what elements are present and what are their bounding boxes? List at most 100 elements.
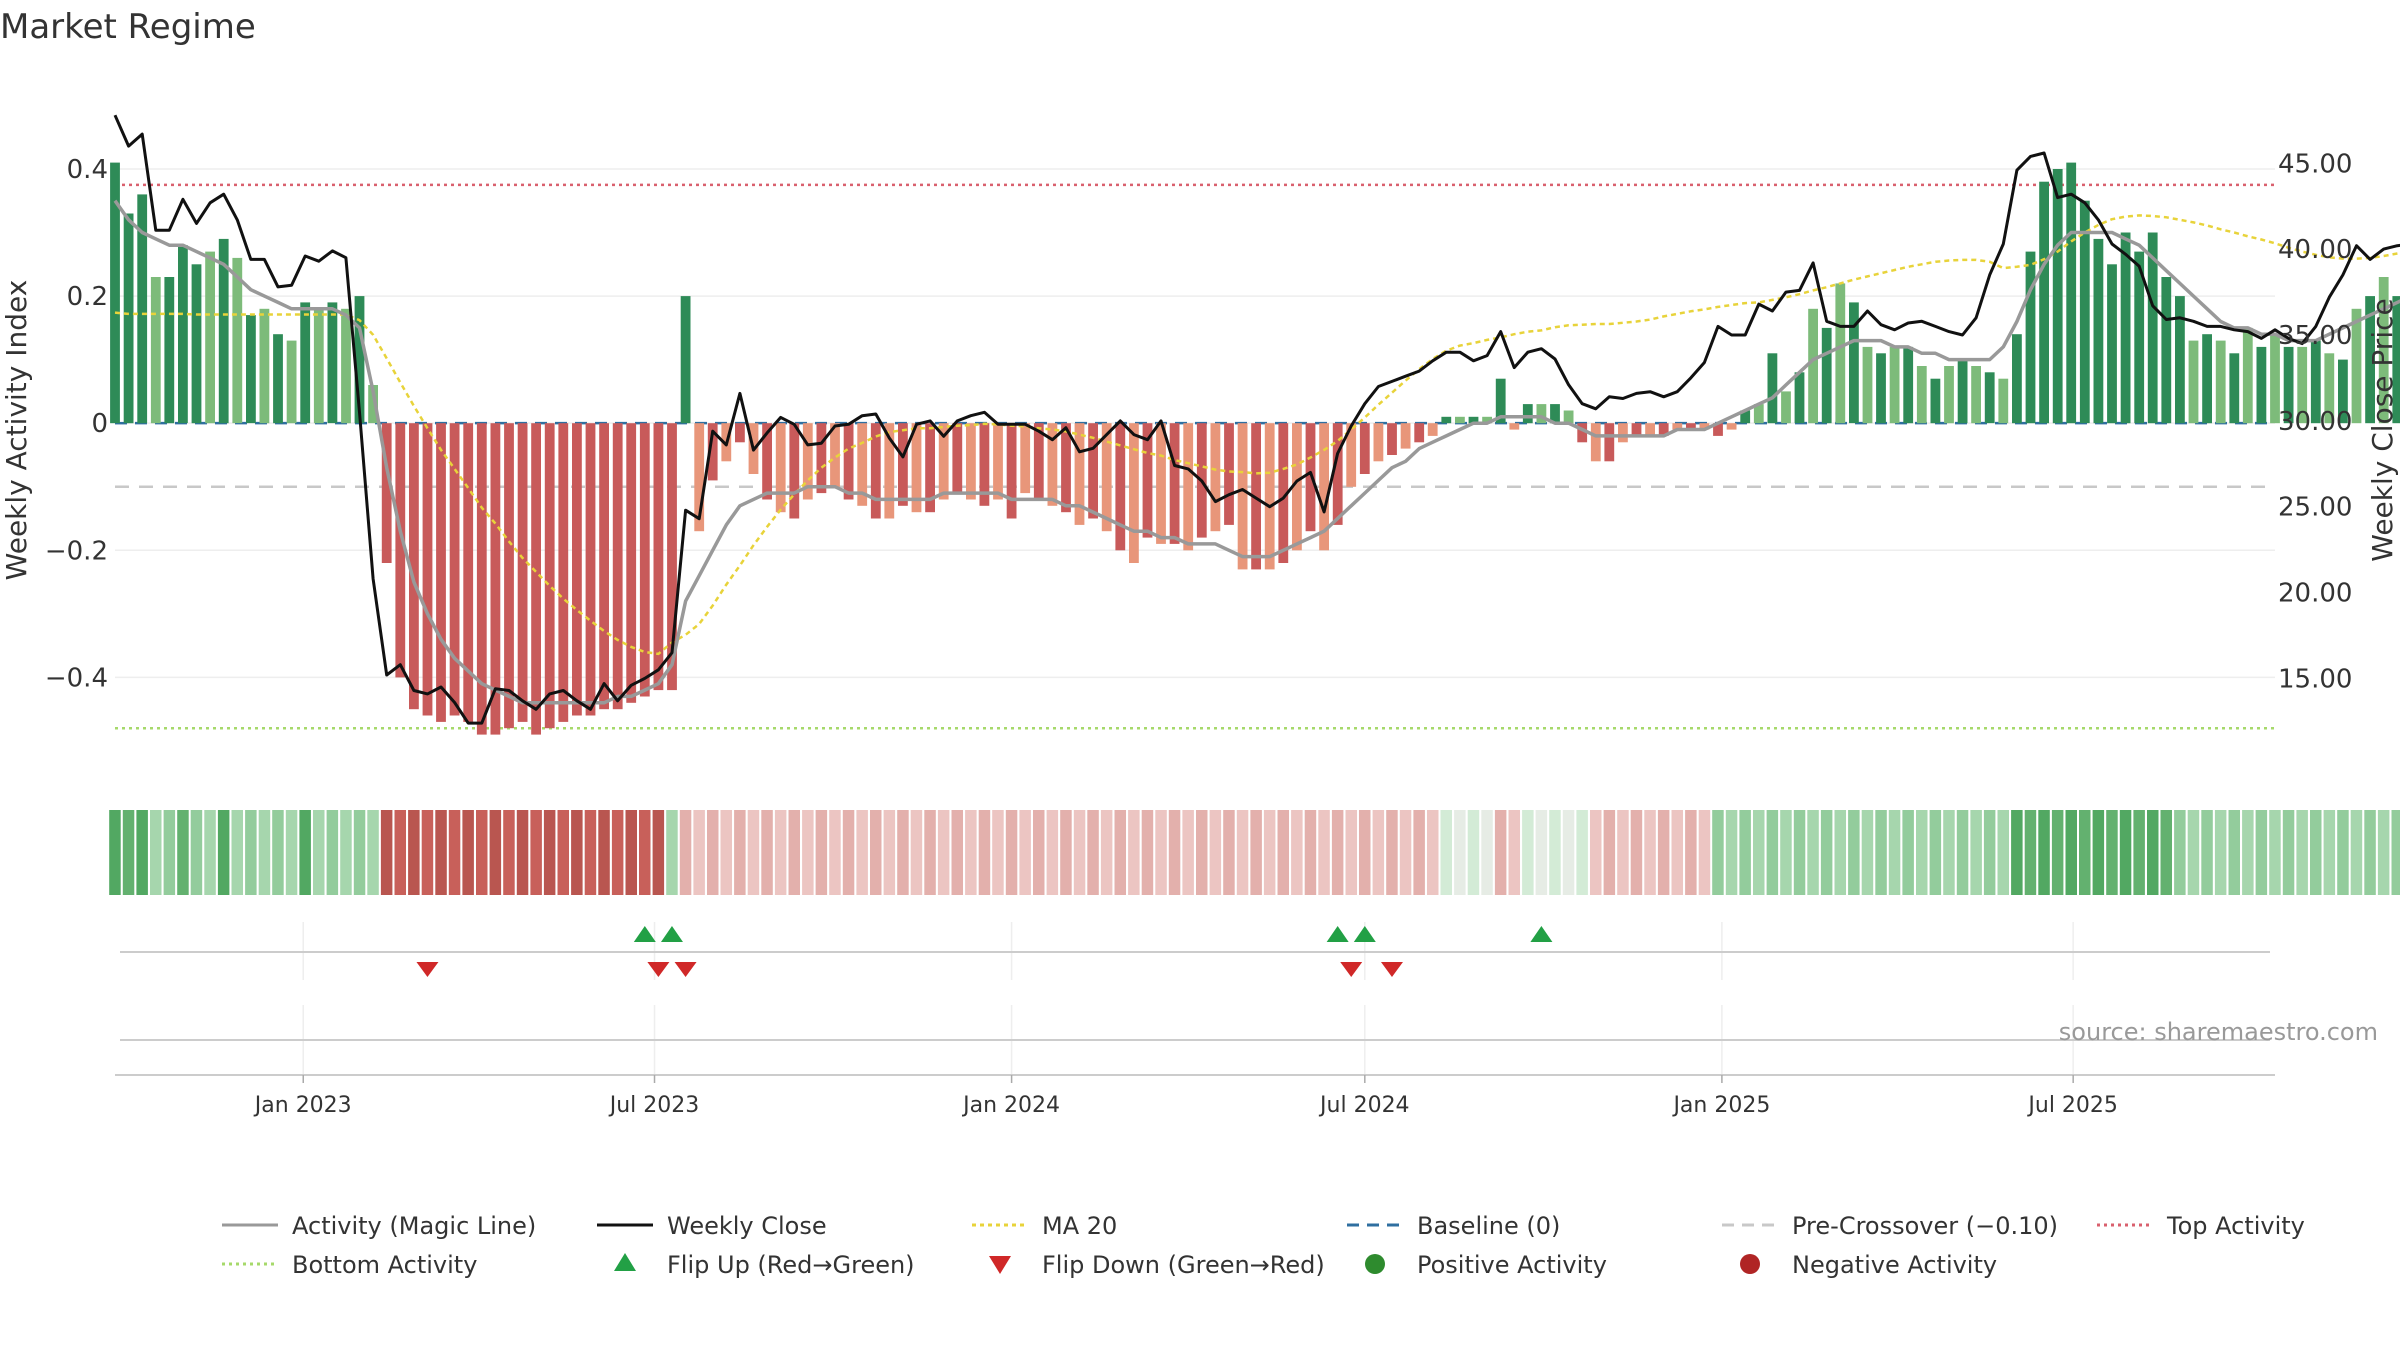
regime-cell bbox=[191, 810, 203, 895]
activity-bar bbox=[1645, 423, 1655, 436]
regime-cell bbox=[1875, 810, 1887, 895]
regime-cell bbox=[1250, 810, 1262, 895]
regime-cell bbox=[544, 810, 556, 895]
regime-cell bbox=[218, 810, 230, 895]
regime-cell bbox=[2201, 810, 2213, 895]
lower-panel bbox=[120, 1005, 2270, 1075]
activity-bar bbox=[817, 423, 827, 493]
activity-bar bbox=[1931, 379, 1941, 424]
activity-bar bbox=[1727, 423, 1737, 429]
regime-cell bbox=[395, 810, 407, 895]
activity-bar bbox=[2121, 233, 2131, 424]
activity-bar bbox=[654, 423, 664, 690]
regime-cell bbox=[2066, 810, 2078, 895]
regime-cell bbox=[164, 810, 176, 895]
activity-bar bbox=[2189, 341, 2199, 424]
regime-cell bbox=[449, 810, 461, 895]
regime-cell bbox=[734, 810, 746, 895]
regime-cell bbox=[1006, 810, 1018, 895]
regime-cell bbox=[204, 810, 216, 895]
regime-cell bbox=[1576, 810, 1588, 895]
regime-cell bbox=[829, 810, 841, 895]
flip-down-marker bbox=[675, 962, 697, 977]
x-tick-label: Jul 2024 bbox=[1318, 1093, 1410, 1118]
activity-bar bbox=[1971, 366, 1981, 423]
regime-cell bbox=[626, 810, 638, 895]
activity-bar bbox=[1958, 360, 1968, 424]
activity-bar bbox=[1795, 372, 1805, 423]
activity-bar bbox=[1808, 309, 1818, 423]
regime-cell bbox=[259, 810, 271, 895]
regime-cell bbox=[354, 810, 366, 895]
y-tick-label: 0.4 bbox=[67, 155, 108, 185]
regime-cell bbox=[1359, 810, 1371, 895]
legend-swatch bbox=[614, 1253, 636, 1271]
regime-cell bbox=[1291, 810, 1303, 895]
activity-bar bbox=[1374, 423, 1384, 461]
regime-cell bbox=[1509, 810, 1521, 895]
activity-bar bbox=[776, 423, 786, 512]
regime-cell bbox=[1780, 810, 1792, 895]
regime-cell bbox=[775, 810, 787, 895]
regime-cell bbox=[558, 810, 570, 895]
regime-cell bbox=[2093, 810, 2105, 895]
regime-cell bbox=[2364, 810, 2376, 895]
activity-bar bbox=[1129, 423, 1139, 563]
activity-bar bbox=[1401, 423, 1411, 448]
activity-bar bbox=[1211, 423, 1221, 531]
regime-cell bbox=[612, 810, 624, 895]
regime-cell bbox=[897, 810, 909, 895]
activity-bar bbox=[681, 296, 691, 423]
regime-cell bbox=[1794, 810, 1806, 895]
regime-cell bbox=[979, 810, 991, 895]
regime-cell bbox=[2324, 810, 2336, 895]
y2-tick-label: 20.00 bbox=[2278, 579, 2352, 609]
activity-bar bbox=[1781, 391, 1791, 423]
regime-cell bbox=[1142, 810, 1154, 895]
regime-cell bbox=[856, 810, 868, 895]
regime-cell bbox=[2079, 810, 2091, 895]
regime-cell bbox=[938, 810, 950, 895]
regime-cell bbox=[2188, 810, 2200, 895]
regime-cell bbox=[870, 810, 882, 895]
activity-bar bbox=[1224, 423, 1234, 525]
regime-cell bbox=[150, 810, 162, 895]
chart-title: Market Regime bbox=[0, 7, 256, 47]
legend-label: Negative Activity bbox=[1792, 1251, 1997, 1279]
activity-bar bbox=[1007, 423, 1017, 518]
regime-cell bbox=[503, 810, 515, 895]
regime-cell bbox=[1549, 810, 1561, 895]
activity-bar bbox=[966, 423, 976, 499]
regime-cell bbox=[2283, 810, 2295, 895]
regime-cell bbox=[272, 810, 284, 895]
regime-cell bbox=[884, 810, 896, 895]
regime-cell bbox=[748, 810, 760, 895]
regime-cell bbox=[707, 810, 719, 895]
regime-cell bbox=[1889, 810, 1901, 895]
activity-bar bbox=[2066, 163, 2076, 424]
regime-cell bbox=[1916, 810, 1928, 895]
regime-cell bbox=[299, 810, 311, 895]
y-tick-label: 0 bbox=[91, 409, 108, 439]
regime-cell bbox=[952, 810, 964, 895]
regime-cell bbox=[1454, 810, 1466, 895]
regime-cell bbox=[789, 810, 801, 895]
flip-up-marker bbox=[1327, 926, 1349, 942]
activity-bar bbox=[151, 277, 161, 423]
legend-item: MA 20 bbox=[972, 1212, 1117, 1240]
activity-bar bbox=[572, 423, 582, 715]
regime-cell bbox=[1196, 810, 1208, 895]
flip-down-marker bbox=[1381, 962, 1403, 977]
regime-cell bbox=[1495, 810, 1507, 895]
activity-bar bbox=[1604, 423, 1614, 461]
activity-bar bbox=[626, 423, 636, 703]
regime-cell bbox=[2351, 810, 2363, 895]
regime-cell bbox=[2106, 810, 2118, 895]
regime-cell bbox=[1413, 810, 1425, 895]
y-tick-label: −0.2 bbox=[45, 536, 108, 566]
regime-cell bbox=[1074, 810, 1086, 895]
regime-cell bbox=[422, 810, 434, 895]
activity-bar bbox=[1428, 423, 1438, 436]
activity-bar bbox=[518, 423, 528, 722]
